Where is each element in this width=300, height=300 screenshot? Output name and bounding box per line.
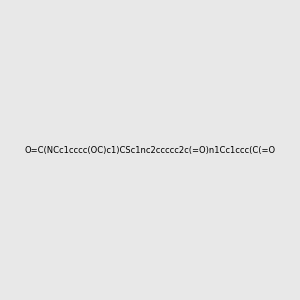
Text: O=C(NCc1cccc(OC)c1)CSc1nc2ccccc2c(=O)n1Cc1ccc(C(=O: O=C(NCc1cccc(OC)c1)CSc1nc2ccccc2c(=O)n1C… — [24, 146, 276, 154]
